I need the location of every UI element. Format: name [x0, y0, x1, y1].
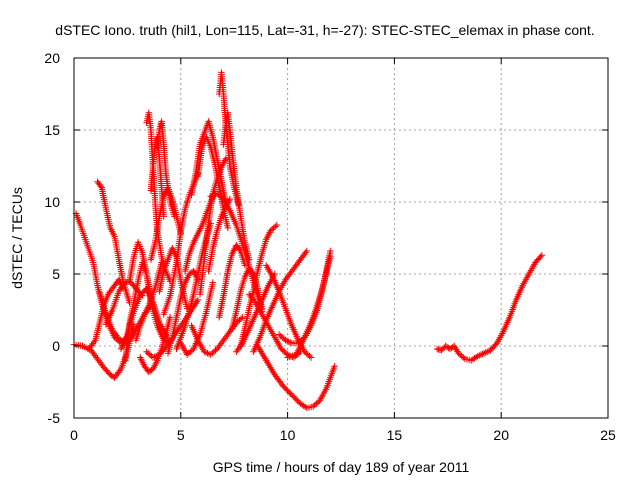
- x-tick-label: 10: [280, 427, 296, 443]
- x-tick-label: 0: [70, 427, 78, 443]
- series-41: [433, 252, 545, 364]
- chart-title: dSTEC Iono. truth (hil1, Lon=115, Lat=-3…: [55, 22, 594, 38]
- x-tick-label: 5: [177, 427, 185, 443]
- x-tick-label: 25: [600, 427, 616, 443]
- x-tick-labels: 0 5 10 15 20 25: [70, 427, 616, 443]
- series-19: [164, 267, 202, 357]
- series-markers: [156, 244, 191, 312]
- series-39: [254, 342, 338, 412]
- series-markers: [164, 267, 202, 357]
- series-16: [147, 184, 184, 263]
- series-markers: [85, 276, 127, 353]
- y-tick-labels: -5 0 5 10 15 20: [44, 50, 60, 426]
- series-markers: [207, 190, 266, 315]
- plot-frame: [73, 57, 609, 419]
- series-31: [216, 242, 249, 321]
- series-markers: [94, 178, 133, 306]
- series-markers: [433, 252, 545, 364]
- y-tick-label: 5: [52, 266, 60, 282]
- y-tick-label: 15: [44, 122, 60, 138]
- x-tick-label: 20: [493, 427, 509, 443]
- series-37: [263, 262, 315, 361]
- series-markers: [216, 242, 249, 321]
- y-tick-label: 10: [44, 194, 60, 210]
- series-40: [284, 253, 334, 361]
- series-30: [207, 190, 266, 315]
- y-tick-label: 0: [52, 338, 60, 354]
- series-markers: [237, 221, 281, 350]
- x-axis-label: GPS time / hours of day 189 of year 2011: [213, 459, 470, 475]
- series-14: [154, 118, 178, 220]
- series-4: [94, 178, 133, 306]
- y-tick-label: 20: [44, 50, 60, 66]
- series-markers: [284, 253, 334, 361]
- series-markers: [263, 262, 315, 361]
- series-markers: [132, 259, 165, 344]
- series-group: [70, 69, 545, 412]
- axis-ticks: [73, 57, 609, 419]
- series-34: [237, 221, 281, 350]
- series-10: [132, 259, 165, 344]
- series-markers: [188, 118, 229, 206]
- series-markers: [220, 109, 253, 263]
- series-markers: [196, 155, 229, 298]
- series-markers: [254, 342, 338, 412]
- y-tick-label: -5: [48, 410, 61, 426]
- y-axis-label: dSTEC / TECUs: [9, 187, 25, 289]
- series-3: [85, 276, 127, 353]
- series-29: [220, 109, 253, 263]
- x-tick-label: 15: [387, 427, 403, 443]
- grid-lines: [74, 58, 608, 418]
- series-18: [156, 244, 191, 312]
- series-markers: [147, 184, 184, 263]
